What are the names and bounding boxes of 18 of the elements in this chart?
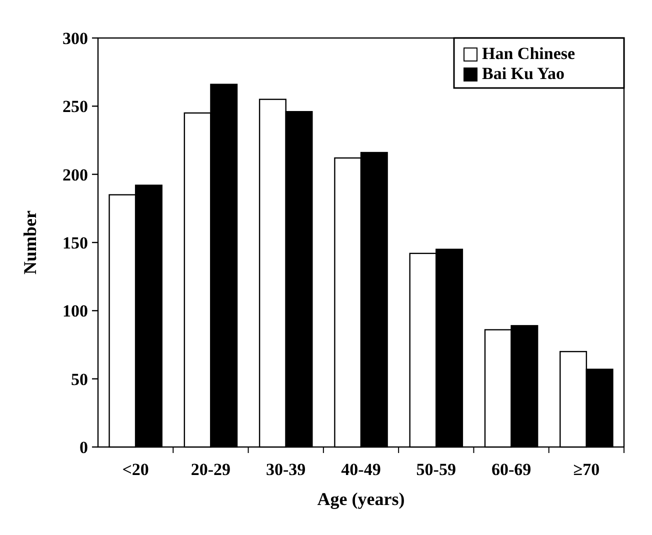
legend-label: Han Chinese: [482, 44, 576, 63]
x-tick-label: 50-59: [416, 460, 456, 479]
x-tick-label: 30-39: [266, 460, 306, 479]
y-tick-label: 250: [62, 97, 88, 116]
y-axis-title: Number: [20, 210, 40, 274]
y-tick-label: 150: [62, 233, 88, 252]
x-tick-label: ≥70: [573, 460, 600, 479]
x-tick-label: 40-49: [341, 460, 381, 479]
y-tick-label: 200: [62, 165, 88, 184]
x-tick-label: 60-69: [491, 460, 532, 479]
y-tick-label: 300: [62, 28, 88, 48]
legend-label: Bai Ku Yao: [482, 64, 565, 83]
y-tick-label: 100: [62, 302, 88, 321]
y-tick-label: 50: [71, 370, 88, 389]
y-tick-label: 0: [80, 438, 88, 457]
x-axis-title: Age (years): [317, 489, 405, 509]
x-tick-label: 20-29: [190, 460, 231, 479]
x-tick-label: <20: [122, 460, 149, 479]
